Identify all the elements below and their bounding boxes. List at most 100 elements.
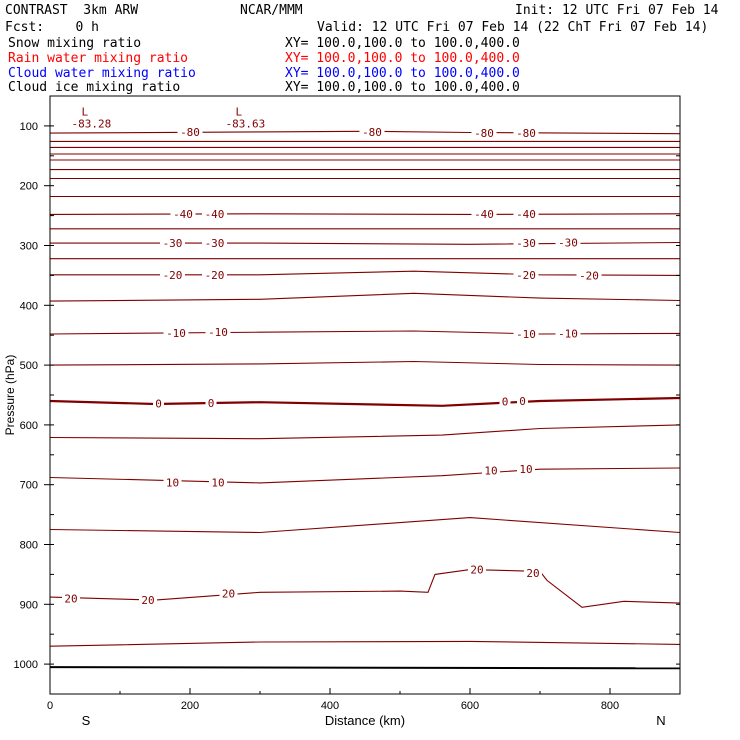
- contour-label-bg: [482, 464, 500, 477]
- contour-label: 10: [519, 463, 532, 476]
- y-tick-label: 500: [20, 360, 38, 372]
- contour-line: [49, 360, 681, 366]
- contour-label: -30: [205, 237, 225, 250]
- x-end-label: N: [656, 713, 665, 728]
- contour-label-bg: [576, 269, 602, 282]
- contour-label-bg: [359, 125, 385, 138]
- contour-label: 10: [484, 464, 497, 477]
- y-tick-label: 800: [20, 540, 38, 552]
- contour-label-bg: [202, 237, 227, 250]
- y-tick-label: 700: [20, 480, 38, 492]
- field-xy-cloud-water: XY= 100.0,100.0 to 100.0,400.0: [285, 66, 520, 81]
- contour-label-bg: [513, 237, 539, 250]
- y-tick-label: 900: [20, 599, 38, 611]
- field-xy-snow: XY= 100.0,100.0 to 100.0,400.0: [285, 36, 520, 51]
- contour-label-bg: [205, 396, 217, 409]
- contour-label: -10: [208, 326, 228, 339]
- contour-label-bg: [209, 476, 227, 489]
- contour-label: -40: [205, 208, 225, 221]
- contour-line: [50, 241, 681, 245]
- y-tick-label: 200: [20, 181, 38, 193]
- contour-label-bg: [524, 567, 542, 580]
- contour-line: [49, 424, 681, 440]
- ground-line: [49, 666, 681, 670]
- x-tick-label: 400: [321, 700, 339, 712]
- contour-label: 0: [155, 397, 162, 410]
- contour-line: [49, 213, 681, 215]
- field-label-snow: Snow mixing ratio: [8, 36, 142, 51]
- contour-label-bg: [471, 207, 497, 220]
- valid-time: Valid: 12 UTC Fri 07 Feb 14 (22 ChT Fri …: [317, 20, 709, 35]
- contour-label-bg: [62, 592, 80, 605]
- contour-label-bg: [513, 268, 539, 281]
- x-tick-label: 800: [601, 700, 619, 712]
- contour-label-bg: [513, 328, 539, 341]
- contour-label: -80: [362, 126, 382, 139]
- contour-label-bg: [513, 127, 539, 140]
- contour-label: 0: [502, 396, 509, 409]
- low-markers: L-83.28L-83.63: [72, 106, 266, 131]
- contour-label: 20: [222, 588, 235, 601]
- contour-label-bg: [202, 268, 227, 281]
- contour-line: [49, 292, 681, 302]
- contour-label: -30: [516, 237, 536, 250]
- title-left: CONTRAST 3km ARW: [5, 3, 139, 18]
- contour-line: [49, 396, 681, 407]
- contour-line: [49, 569, 681, 608]
- field-xy-cloud-ice: XY= 100.0,100.0 to 100.0,400.0: [285, 80, 520, 95]
- low-marker: L: [82, 106, 89, 119]
- contour-label: -40: [173, 208, 193, 221]
- contour-label: 0: [208, 397, 215, 410]
- contour-label-bg: [517, 463, 535, 476]
- contour-label: 10: [166, 476, 179, 489]
- contour-label-bg: [177, 125, 203, 138]
- title-center: NCAR/MMM: [240, 3, 303, 18]
- y-tick-label: 100: [20, 121, 38, 133]
- contour-label: -20: [205, 269, 225, 282]
- y-tick-label: 300: [20, 241, 38, 253]
- x-start-label: S: [82, 713, 91, 728]
- contour-label: -30: [163, 237, 183, 250]
- contour-label-bg: [202, 207, 227, 220]
- low-value: -83.63: [226, 118, 266, 131]
- low-marker: L: [236, 106, 243, 119]
- contour-line: [49, 517, 681, 534]
- forecast-hour: Fcst: 0 h: [5, 20, 99, 35]
- contour-label-bg: [160, 237, 185, 250]
- field-label-rain: Rain water mixing ratio: [8, 51, 189, 66]
- contour-label-bg: [555, 236, 581, 249]
- contour-label: -80: [180, 126, 200, 139]
- contour-label-bg: [153, 397, 164, 410]
- x-axis-label: Distance (km): [325, 713, 405, 728]
- y-tick-label: 600: [20, 420, 38, 432]
- contour-label: -80: [516, 127, 536, 140]
- contour-label: -80: [474, 127, 494, 140]
- contour-label: -20: [163, 269, 183, 282]
- contour-label-bg: [471, 127, 497, 140]
- contour-label: -10: [516, 328, 536, 341]
- contour-label-bg: [139, 594, 157, 607]
- contour-line: [49, 467, 681, 484]
- contour-label: 20: [64, 592, 77, 605]
- low-value: -83.28: [72, 118, 112, 131]
- field-label-cloud-water: Cloud water mixing ratio: [8, 66, 196, 81]
- contour-label-bg: [205, 326, 231, 339]
- contour-label: -20: [516, 269, 536, 282]
- contour-label-layer: -80 -80 -80 -80 -40 -40 -40 -40 -30 -30 -30 -30 -20 -…: [62, 125, 602, 607]
- contour-line: [49, 330, 681, 335]
- x-tick-label: 600: [461, 700, 479, 712]
- contour-label: -40: [474, 208, 494, 221]
- contour-label: 20: [141, 594, 154, 607]
- x-tick-label: 200: [181, 700, 199, 712]
- contour-label-bg: [160, 268, 185, 281]
- contour-label-bg: [468, 563, 486, 576]
- contour-label: -10: [166, 327, 186, 340]
- contour-label: -20: [579, 269, 599, 282]
- contour-label-bg: [163, 476, 182, 489]
- contour-label: -10: [558, 327, 578, 340]
- contour-label: -40: [516, 208, 536, 221]
- y-axis-label: Pressure (hPa): [3, 355, 17, 436]
- contour-label-bg: [163, 326, 189, 339]
- contour-label: 20: [470, 564, 483, 577]
